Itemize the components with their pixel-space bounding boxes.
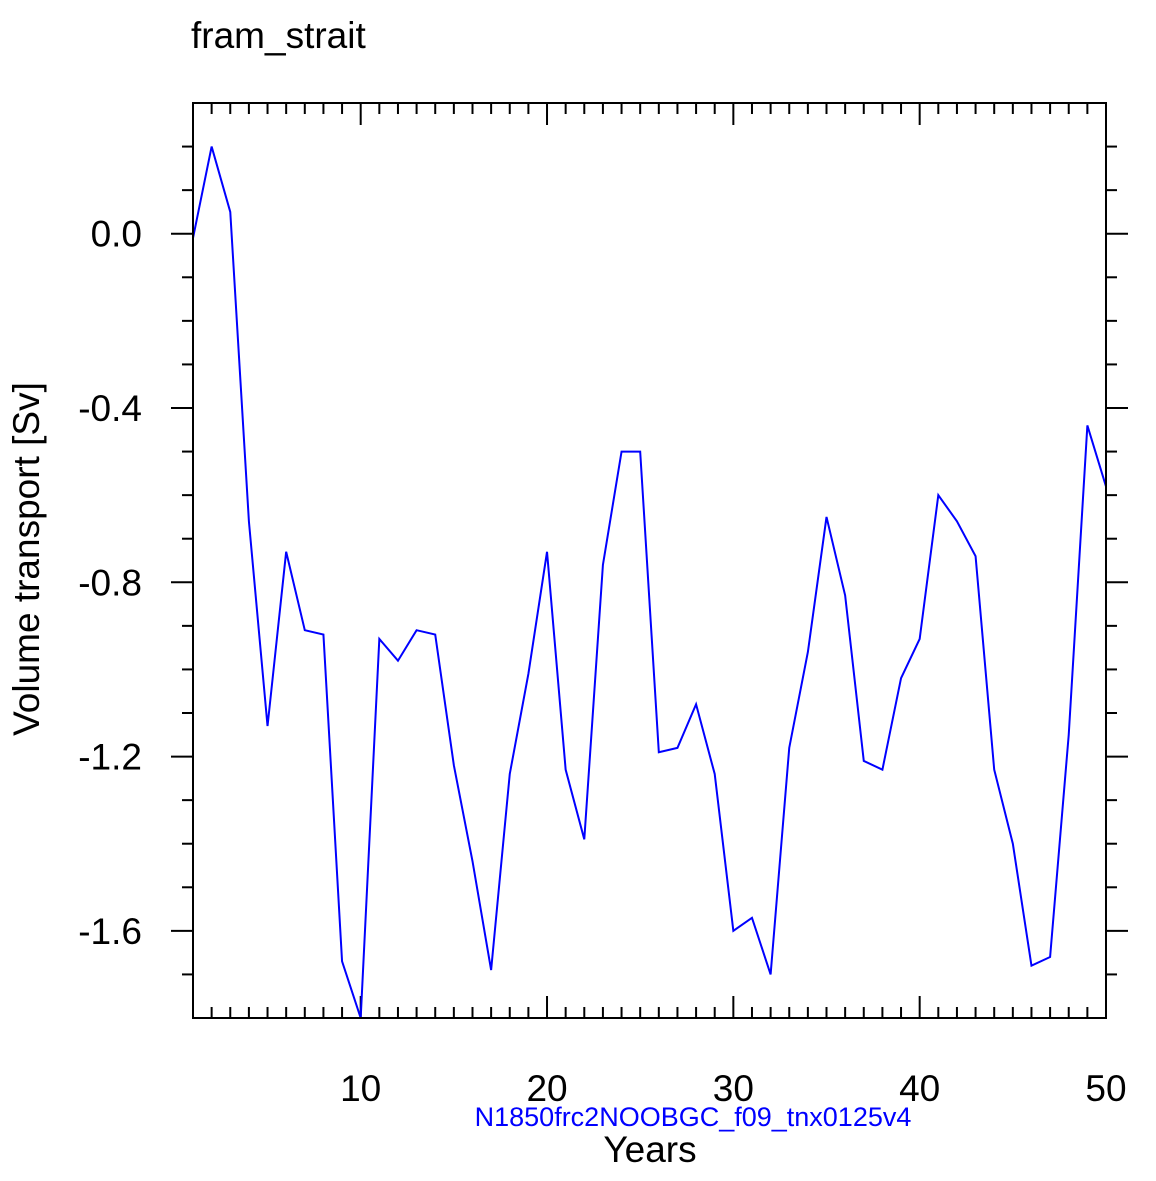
plot-frame xyxy=(192,102,1107,1019)
x-tick-label: 30 xyxy=(713,1068,754,1109)
x-axis-label: Years xyxy=(603,1129,696,1170)
x-tick-label: 10 xyxy=(340,1068,381,1109)
y-tick-labels: 0.0 -0.4 -0.8 -1.2 -1.6 xyxy=(78,214,142,952)
y-tick-label: -0.8 xyxy=(78,562,142,603)
y-tick-label: -1.2 xyxy=(78,737,142,778)
x-tick-label: 20 xyxy=(526,1068,567,1109)
y-tick-label: -0.4 xyxy=(78,388,142,429)
x-tick-label: 40 xyxy=(899,1068,940,1109)
x-tick-label: 50 xyxy=(1085,1068,1126,1109)
chart-title: fram_strait xyxy=(191,15,366,56)
axis-ticks xyxy=(171,103,1128,1018)
y-axis-label: Volume transport [Sv] xyxy=(6,382,47,736)
y-tick-label: -1.6 xyxy=(78,911,142,952)
x-tick-labels: 10 20 30 40 50 xyxy=(340,1068,1126,1109)
y-tick-label: 0.0 xyxy=(91,214,142,255)
chart-subtitle: N1850frc2NOOBGC_f09_tnx0125v4 xyxy=(475,1102,912,1132)
series-line xyxy=(192,146,1107,1019)
